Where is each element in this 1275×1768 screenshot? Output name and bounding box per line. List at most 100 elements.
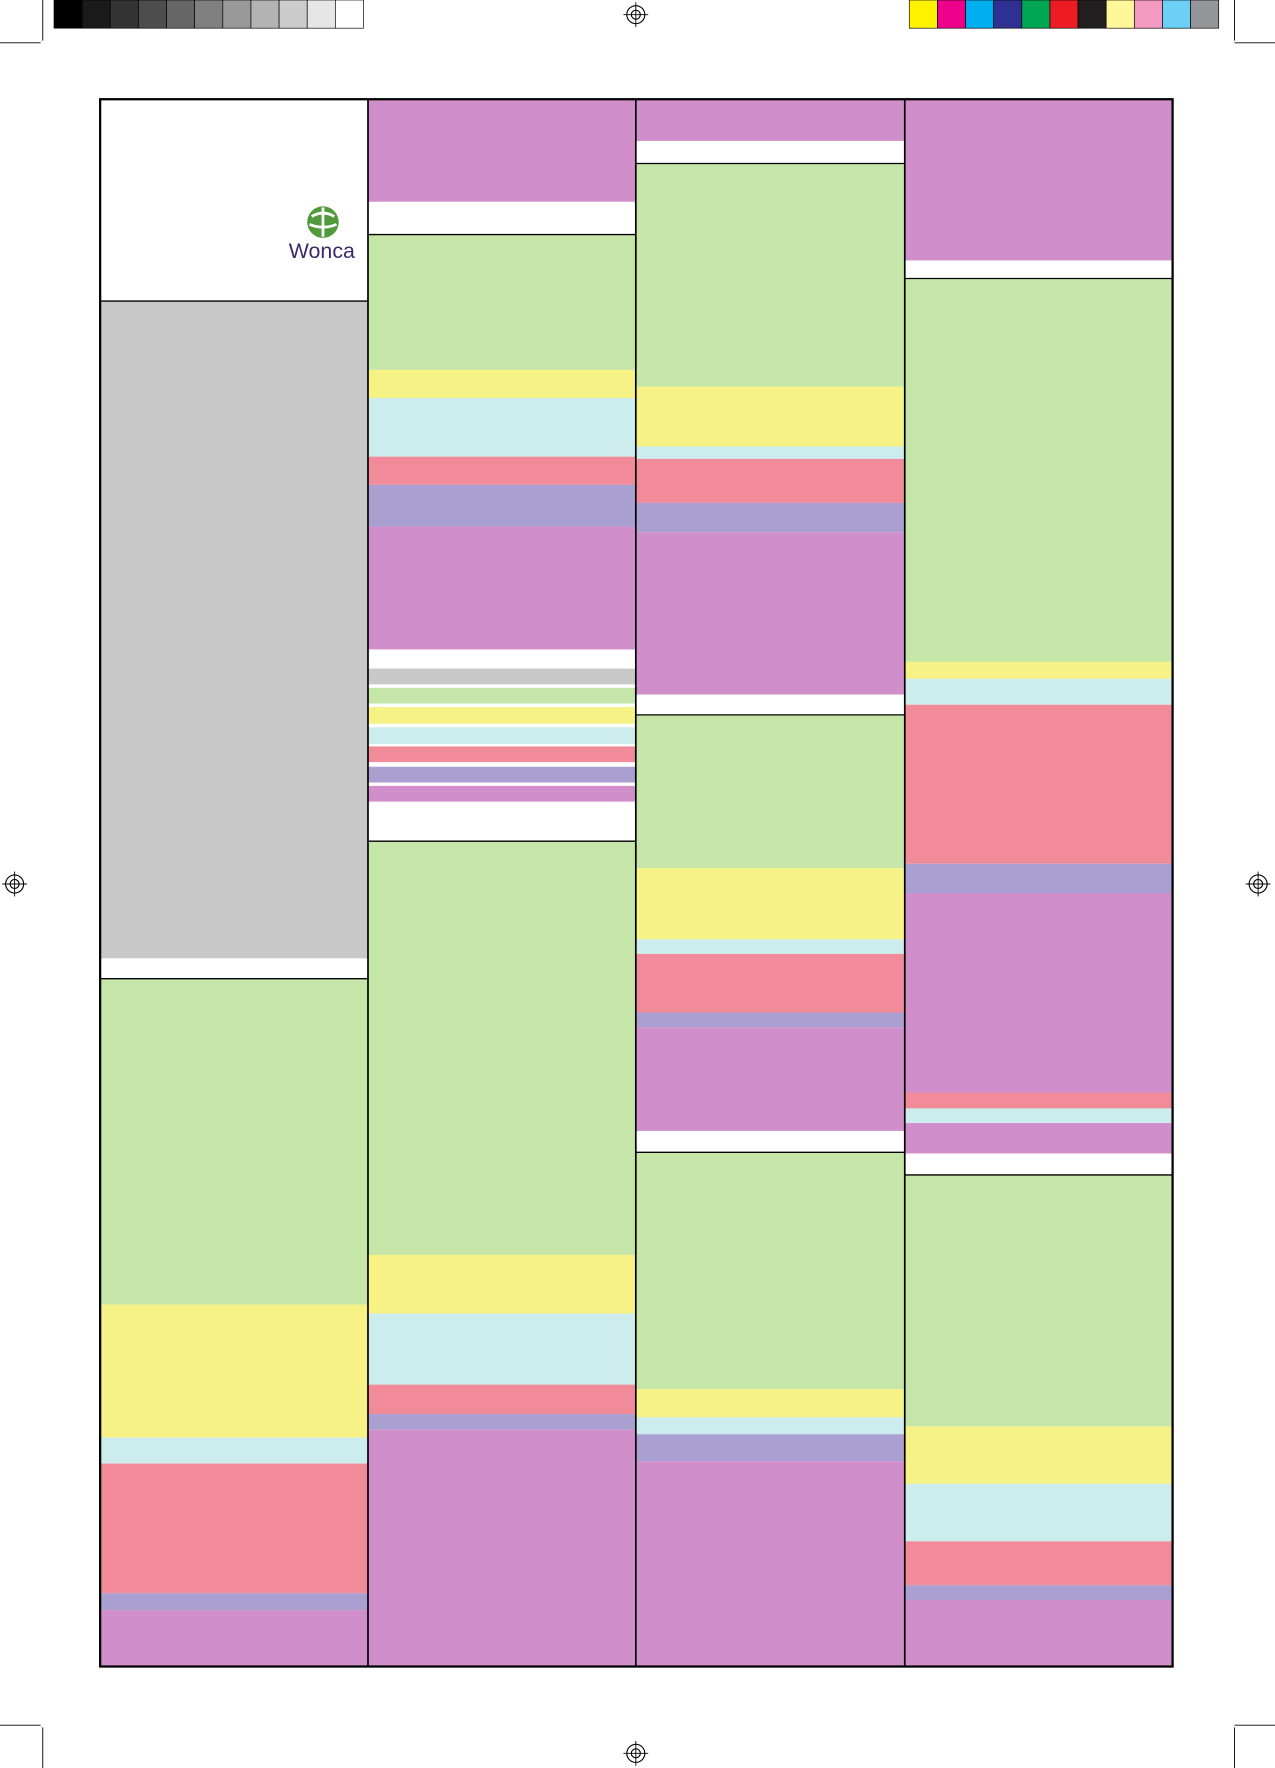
color-block xyxy=(367,841,636,1255)
color-block xyxy=(635,446,905,459)
color-block xyxy=(635,714,905,869)
color-block xyxy=(635,1027,905,1131)
color-block xyxy=(367,369,636,399)
color-swatch xyxy=(993,0,1023,29)
logo: Wonca xyxy=(289,206,355,263)
color-swatch xyxy=(937,0,966,29)
logo-globe-lines xyxy=(308,207,338,237)
color-swatch xyxy=(1077,0,1107,29)
color-block xyxy=(904,661,1173,679)
color-block xyxy=(904,1153,1173,1175)
color-block xyxy=(635,99,905,141)
color-block xyxy=(367,649,636,669)
color-block xyxy=(904,1174,1173,1427)
color-block xyxy=(367,668,636,685)
color-block xyxy=(635,1389,905,1418)
color-block xyxy=(904,1108,1173,1124)
color-block xyxy=(904,1123,1173,1154)
color-block xyxy=(367,687,636,704)
color-block xyxy=(904,893,1173,1093)
color-block xyxy=(367,234,636,370)
color-block xyxy=(100,958,368,979)
color-block xyxy=(635,532,905,695)
color-block xyxy=(635,953,905,1013)
color-block xyxy=(904,863,1173,894)
color-block xyxy=(100,99,368,302)
frame xyxy=(99,98,1174,1668)
color-block xyxy=(904,278,1173,662)
color-block xyxy=(367,703,636,707)
color-block xyxy=(635,502,905,533)
color-block xyxy=(100,301,368,959)
color-swatch xyxy=(1162,0,1191,29)
color-block xyxy=(635,1012,905,1028)
gray-swatch xyxy=(53,0,83,29)
color-block xyxy=(904,260,1173,279)
gray-swatch xyxy=(335,0,364,29)
color-block xyxy=(367,398,636,457)
color-block xyxy=(367,1413,636,1430)
color-block xyxy=(904,1599,1173,1667)
color-block xyxy=(904,1092,1173,1109)
gray-swatch xyxy=(109,0,139,29)
logo-text: Wonca xyxy=(289,239,355,263)
color-block xyxy=(904,99,1173,261)
color-block xyxy=(904,1541,1173,1586)
color-block xyxy=(904,1426,1173,1484)
color-block xyxy=(100,1304,368,1438)
color-swatch xyxy=(1105,0,1135,29)
gray-swatch xyxy=(138,0,167,29)
color-block xyxy=(367,782,636,786)
color-block xyxy=(367,801,636,842)
color-swatch xyxy=(1133,0,1163,29)
color-block xyxy=(367,1384,636,1414)
color-block xyxy=(635,1152,905,1390)
color-swatch xyxy=(1190,0,1220,29)
gray-swatch xyxy=(166,0,196,29)
color-block xyxy=(100,978,368,1305)
color-swatch xyxy=(908,0,938,29)
color-block xyxy=(100,1437,368,1464)
color-block xyxy=(367,201,636,235)
color-block xyxy=(367,1429,636,1667)
color-block xyxy=(367,744,636,747)
color-block xyxy=(100,1610,368,1667)
color-swatch xyxy=(1049,0,1079,29)
gray-swatch xyxy=(250,0,280,29)
color-block xyxy=(635,694,905,715)
color-block xyxy=(904,1585,1173,1600)
color-block xyxy=(367,456,636,485)
color-swatch xyxy=(965,0,995,29)
color-block xyxy=(635,163,905,387)
gray-swatch xyxy=(306,0,336,29)
color-block xyxy=(367,1254,636,1314)
gray-swatch xyxy=(81,0,111,29)
color-block xyxy=(635,1417,905,1435)
color-block xyxy=(904,1483,1173,1542)
color-block xyxy=(367,526,636,650)
color-block xyxy=(367,746,636,763)
color-block xyxy=(635,1130,905,1153)
color-swatch xyxy=(1021,0,1051,29)
color-block xyxy=(367,706,636,724)
color-block xyxy=(635,386,905,447)
color-block xyxy=(635,458,905,503)
color-block xyxy=(904,704,1173,864)
color-block xyxy=(635,868,905,940)
color-block xyxy=(635,1434,905,1462)
color-block xyxy=(367,723,636,728)
color-block xyxy=(635,1461,905,1667)
color-block xyxy=(904,678,1173,705)
color-block xyxy=(367,1313,636,1385)
color-block xyxy=(367,785,636,802)
color-block xyxy=(367,727,636,745)
color-block xyxy=(100,1463,368,1594)
color-block xyxy=(367,99,636,202)
color-block xyxy=(367,762,636,767)
color-block xyxy=(367,484,636,527)
gray-swatch xyxy=(278,0,308,29)
gray-swatch xyxy=(194,0,224,29)
